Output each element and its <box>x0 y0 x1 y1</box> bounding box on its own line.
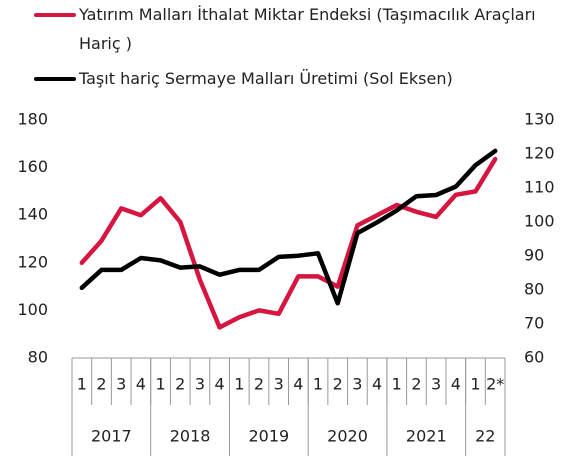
x-tick-label: 4 <box>136 375 146 394</box>
x-tick-label: 2 <box>333 375 343 394</box>
y-tick-label: 120 <box>17 252 48 271</box>
legend-swatch <box>34 77 76 81</box>
y-tick-label: 160 <box>17 157 48 176</box>
x-tick-label: 4 <box>215 375 225 394</box>
x-tick-label: 3 <box>352 375 362 394</box>
x-tick-label: 1 <box>77 375 87 394</box>
legend-label: Taşıt hariç Sermaye Malları Üretimi (Sol… <box>79 69 453 88</box>
x-tick-label: 2 <box>411 375 421 394</box>
x-group-label: 2019 <box>248 427 289 446</box>
x-group-label: 22 <box>475 427 495 446</box>
series-line <box>79 156 498 330</box>
y-tick-label: 100 <box>17 300 48 319</box>
x-tick-label: 3 <box>431 375 441 394</box>
x-tick-label: 2 <box>175 375 185 394</box>
y-tick-label: 180 <box>17 110 48 129</box>
y2-tick-label: 100 <box>524 212 555 231</box>
x-group-label: 2020 <box>327 427 368 446</box>
legend-swatch <box>34 13 76 17</box>
x-tick-label: 2 <box>254 375 264 394</box>
y2-tick-label: 130 <box>524 110 555 129</box>
y2-tick-label: 90 <box>524 246 544 265</box>
y2-tick-label: 120 <box>524 144 555 163</box>
x-group-label: 2018 <box>170 427 211 446</box>
x-group-label: 2017 <box>91 427 132 446</box>
x-tick-label: 3 <box>116 375 126 394</box>
y2-tick-label: 70 <box>524 314 544 333</box>
y-tick-label: 80 <box>28 348 48 367</box>
x-tick-label: 3 <box>195 375 205 394</box>
x-tick-label: 1 <box>155 375 165 394</box>
x-tick-label: 4 <box>451 375 461 394</box>
x-tick-label: 4 <box>293 375 303 394</box>
y-tick-label: 140 <box>17 205 48 224</box>
legend-label: Yatırım Malları İthalat Miktar Endeksi (… <box>79 5 536 53</box>
x-tick-label: 3 <box>274 375 284 394</box>
x-tick-label: 1 <box>234 375 244 394</box>
y2-tick-label: 110 <box>524 178 555 197</box>
x-tick-label: 1 <box>313 375 323 394</box>
x-tick-label: 2* <box>486 375 504 394</box>
y2-tick-label: 60 <box>524 348 544 367</box>
x-tick-label: 1 <box>470 375 480 394</box>
x-tick-label: 1 <box>392 375 402 394</box>
x-tick-label: 4 <box>372 375 382 394</box>
y2-tick-label: 80 <box>524 280 544 299</box>
series-line <box>79 148 498 306</box>
x-tick-label: 2 <box>96 375 106 394</box>
x-group-label: 2021 <box>406 427 447 446</box>
